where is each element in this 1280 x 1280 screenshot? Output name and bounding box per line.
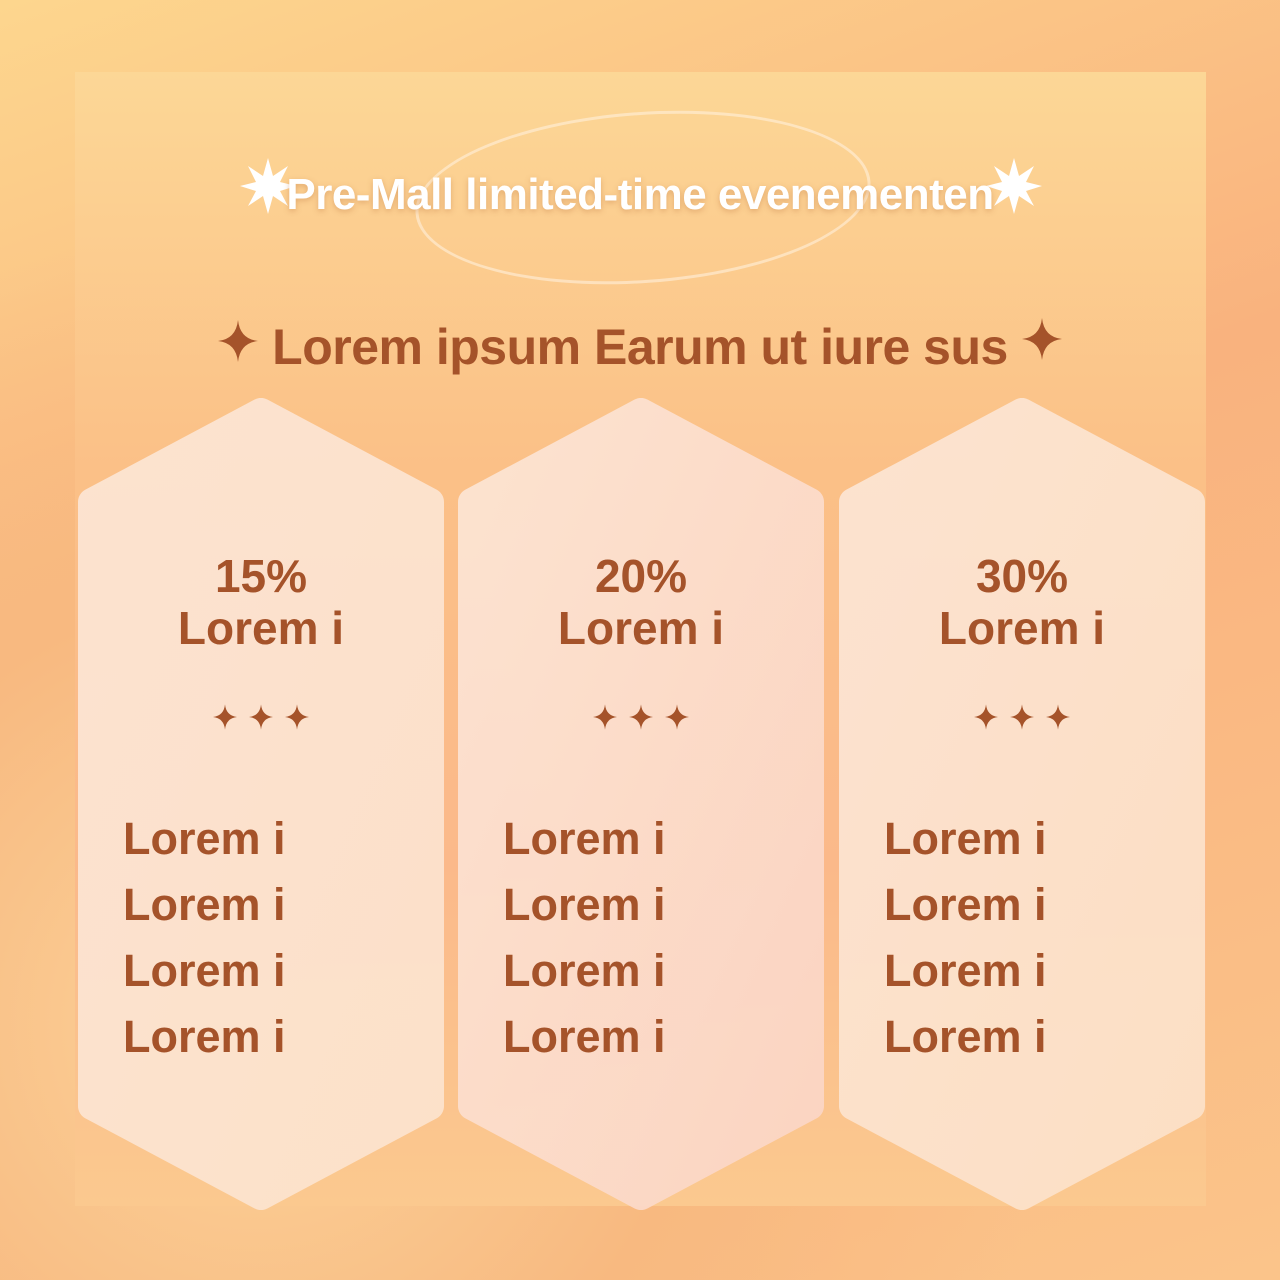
three-sparkles-icon (455, 704, 827, 735)
offer-card: 30% Lorem i Lorem i Lorem i Lorem i Lorem i (836, 398, 1208, 1210)
list-item: Lorem i (123, 1011, 286, 1062)
discount-label: Lorem i (557, 602, 725, 654)
hexagon-card-shape (458, 398, 824, 1210)
discount-percent: 30% (975, 550, 1069, 602)
sparkle-icon (1022, 318, 1062, 360)
list-item: Lorem i (884, 945, 1047, 996)
list-item: Lorem i (503, 1011, 666, 1062)
offer-card: 20% Lorem i Lorem i Lorem i Lorem i Lorem i (455, 398, 827, 1210)
sparkle-icon (218, 320, 258, 362)
three-sparkles-icon (75, 704, 447, 735)
three-sparkles-icon (836, 704, 1208, 735)
starburst-icon (986, 158, 1042, 214)
item-list: Lorem i Lorem i Lorem i Lorem i (884, 806, 1047, 1070)
page-title: Pre-Mall limited-time evenementen (286, 170, 994, 219)
discount-percent: 15% (214, 550, 308, 602)
discount-label: Lorem i (177, 602, 345, 654)
hexagon-card-shape (839, 398, 1205, 1210)
subtitle: Lorem ipsum Earum ut iure sus (272, 319, 1008, 375)
list-item: Lorem i (123, 945, 286, 996)
list-item: Lorem i (503, 879, 666, 930)
starburst-icon (240, 158, 296, 214)
list-item: Lorem i (503, 945, 666, 996)
list-item: Lorem i (884, 813, 1047, 864)
hexagon-card-shape (78, 398, 444, 1210)
list-item: Lorem i (503, 813, 666, 864)
item-list: Lorem i Lorem i Lorem i Lorem i (503, 806, 666, 1070)
discount-percent: 20% (594, 550, 688, 602)
list-item: Lorem i (884, 1011, 1047, 1062)
list-item: Lorem i (123, 813, 286, 864)
list-item: Lorem i (884, 879, 1047, 930)
list-item: Lorem i (123, 879, 286, 930)
item-list: Lorem i Lorem i Lorem i Lorem i (123, 806, 286, 1070)
discount-label: Lorem i (938, 602, 1106, 654)
offer-card: 15% Lorem i Lorem i Lorem i Lorem i Lorem i (75, 398, 447, 1210)
